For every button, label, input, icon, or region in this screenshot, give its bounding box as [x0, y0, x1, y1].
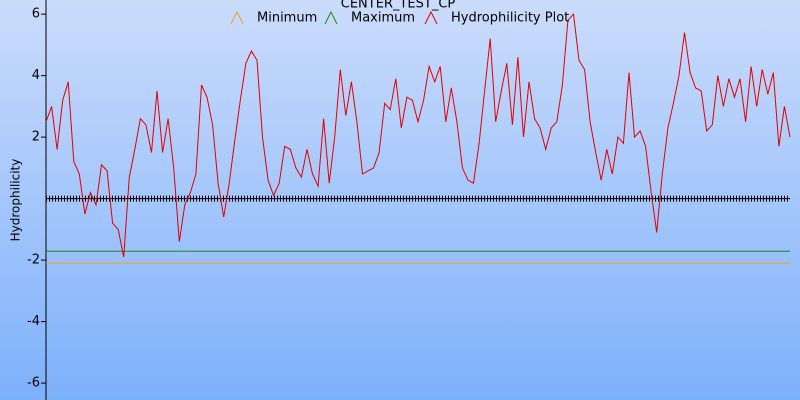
- y-axis-label: Hydrophilicity: [9, 159, 23, 242]
- chart-title: CENTER_TEST_CP: [341, 0, 456, 12]
- data-line: [45, 12, 791, 258]
- y-tick-label: -2: [27, 253, 40, 268]
- y-tick-label: 6: [32, 7, 40, 22]
- legend-icon: [230, 10, 244, 25]
- y-tick-label: 2: [32, 130, 40, 145]
- y-tick-label: -6: [27, 376, 40, 391]
- y-tick-label: -4: [27, 314, 40, 329]
- legend-icon: [324, 10, 338, 25]
- legend-label: Minimum: [257, 11, 317, 26]
- legend-label: Maximum: [351, 11, 415, 26]
- y-tick-label: 4: [32, 68, 40, 83]
- legend-icon: [424, 10, 438, 25]
- legend-label: Hydrophilicity Plot: [451, 11, 569, 26]
